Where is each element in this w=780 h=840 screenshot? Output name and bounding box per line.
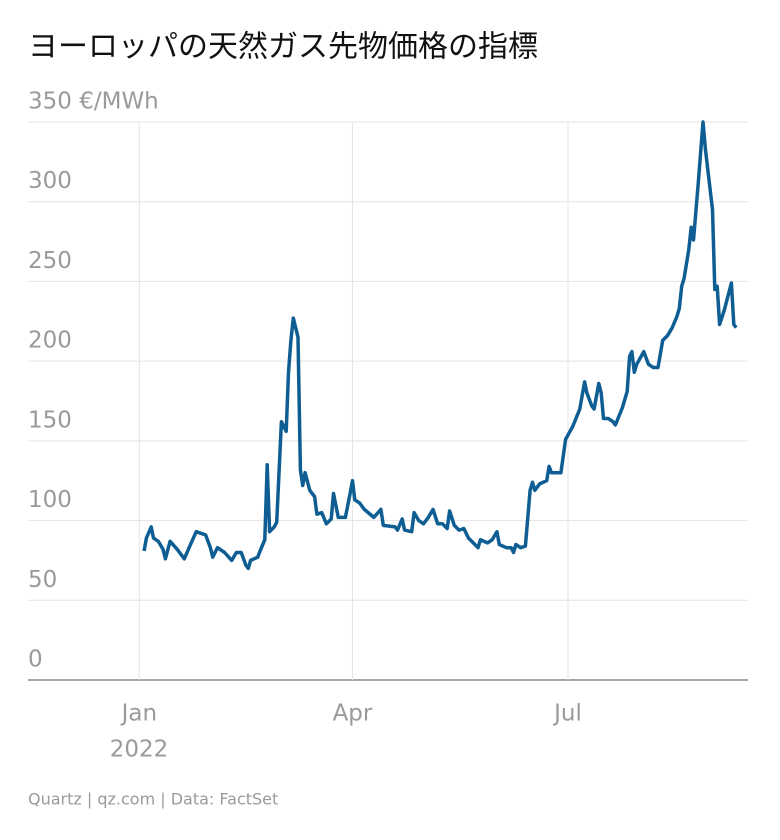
y-tick-label: 200 bbox=[28, 328, 72, 354]
y-tick-label: 350 €/MWh bbox=[28, 89, 159, 115]
y-tick-label: 300 bbox=[28, 168, 72, 194]
line bbox=[142, 120, 738, 571]
x-tick-label: Jul bbox=[552, 701, 582, 727]
y-tick-label: 50 bbox=[28, 567, 57, 593]
y-tick-label: 250 bbox=[28, 248, 72, 274]
source: Quartz | qz.com | Data: FactSet bbox=[28, 790, 278, 809]
x-year-label: 2022 bbox=[110, 737, 169, 763]
x-tick-label: Apr bbox=[333, 701, 373, 727]
x-tick-label: Jan bbox=[120, 701, 157, 727]
y-tick-label: 150 bbox=[28, 407, 72, 433]
chart-title: ヨーロッパの天然ガス先物価格の指標 bbox=[28, 30, 538, 65]
y-tick-label: 0 bbox=[28, 647, 43, 673]
y-tick-label: 100 bbox=[28, 487, 72, 513]
